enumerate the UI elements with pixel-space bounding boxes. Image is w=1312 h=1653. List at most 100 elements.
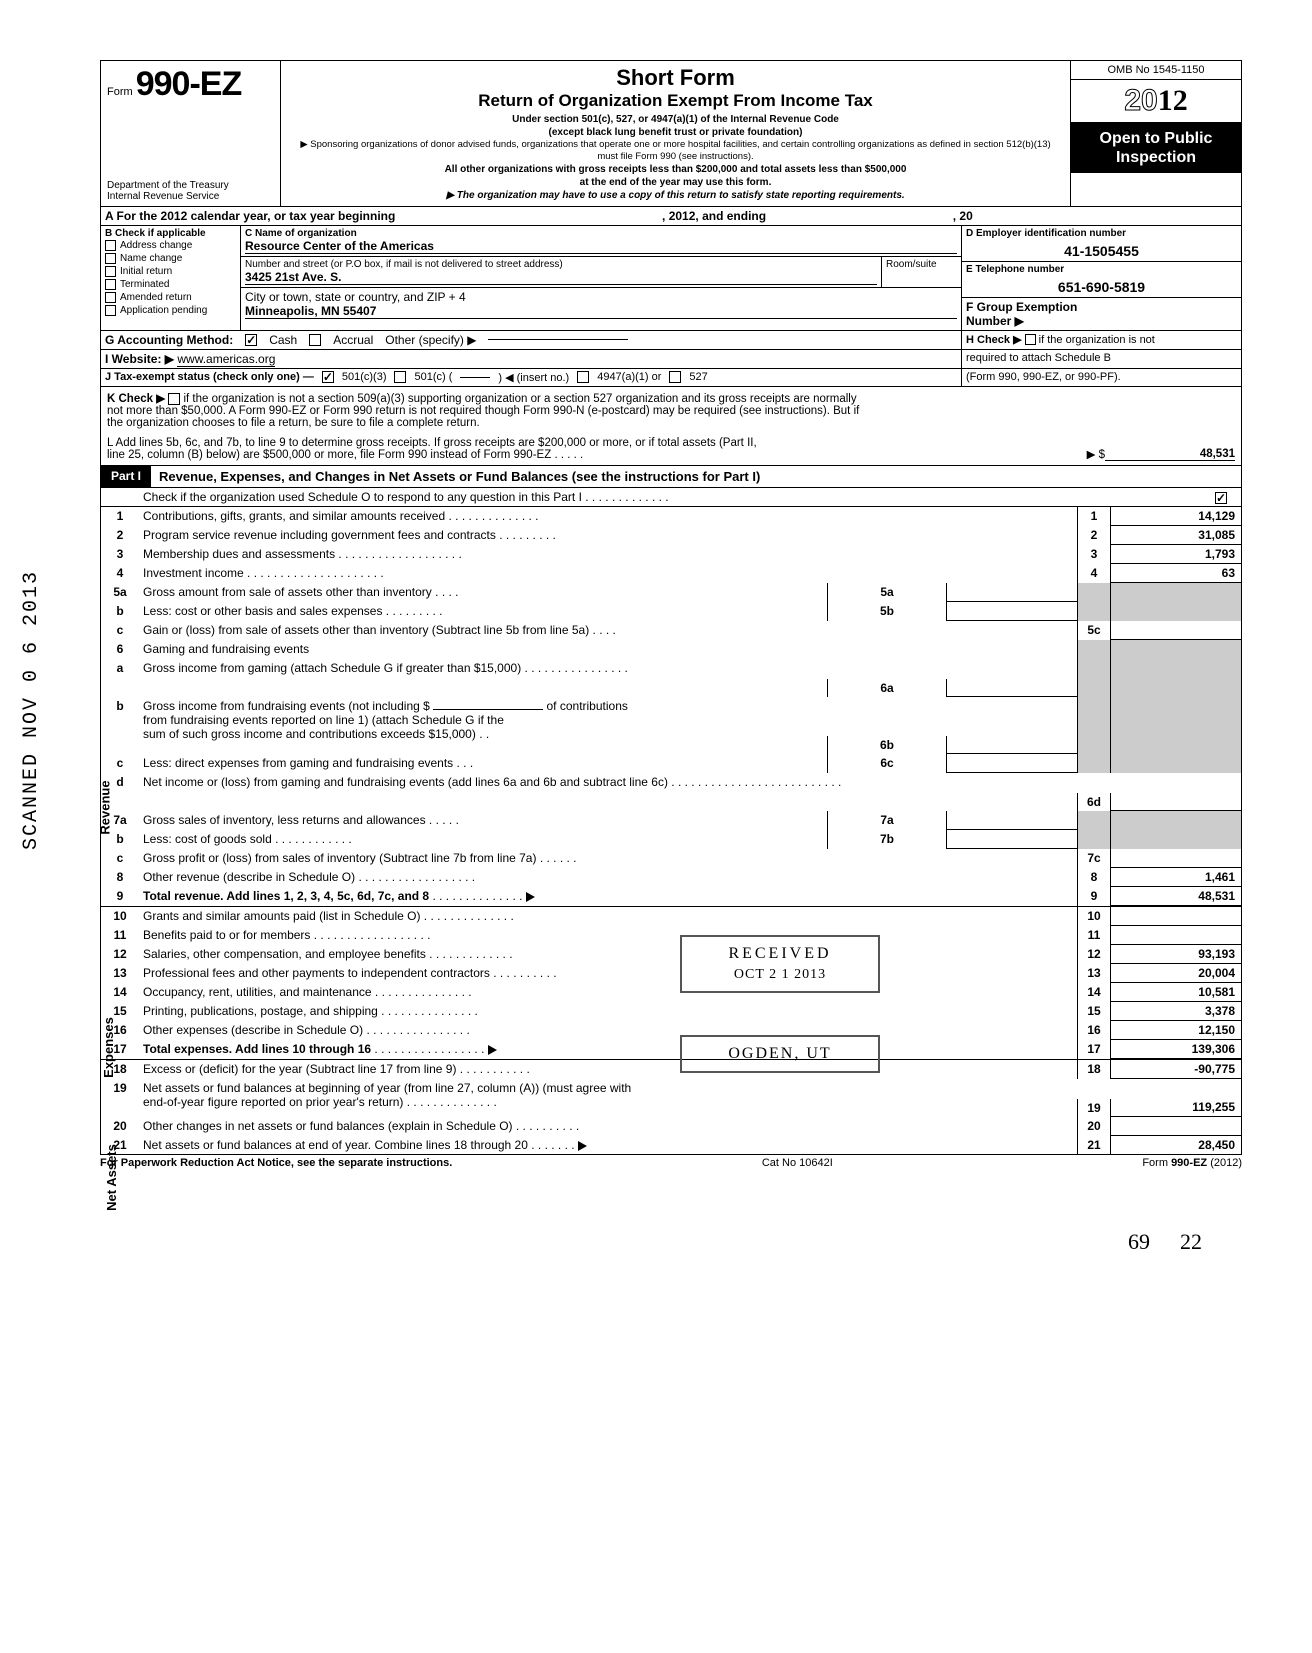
- omb-number: OMB No 1545-1150: [1071, 61, 1241, 80]
- i-website: www.americas.org: [177, 352, 275, 367]
- line-a-mid: , 2012, and ending: [662, 209, 766, 223]
- check-pending[interactable]: [105, 305, 116, 316]
- l-value: 48,531: [1105, 448, 1235, 461]
- l8-val: 1,461: [1111, 868, 1241, 887]
- label-accrual: Accrual: [333, 333, 373, 347]
- line-6b: b Gross income from fundraising events (…: [100, 697, 1242, 754]
- check-k[interactable]: [168, 393, 180, 405]
- l7c-rn: 7c: [1077, 849, 1111, 868]
- check-initial[interactable]: [105, 266, 116, 277]
- check-amended[interactable]: [105, 292, 116, 303]
- check-accrual[interactable]: [309, 334, 321, 346]
- l7b-text: Less: cost of goods sold: [143, 832, 272, 846]
- l13-text: Professional fees and other payments to …: [143, 966, 490, 980]
- l21-rn: 21: [1077, 1136, 1111, 1154]
- line-13: 13 Professional fees and other payments …: [100, 964, 1242, 983]
- l11-rn: 11: [1077, 926, 1111, 945]
- c-org-name: Resource Center of the Americas: [245, 239, 957, 254]
- l5c-num: c: [101, 621, 139, 640]
- l7a-text: Gross sales of inventory, less returns a…: [143, 813, 426, 827]
- col-b-checks: B Check if applicable Address change Nam…: [101, 226, 241, 330]
- line-5b: b Less: cost or other basis and sales ex…: [100, 602, 1242, 621]
- l6d-text: Net income or (loss) from gaming and fun…: [143, 775, 668, 789]
- line-6c: c Less: direct expenses from gaming and …: [100, 754, 1242, 773]
- c-addr-label: Number and street (or P.O box, if mail i…: [245, 259, 877, 270]
- check-cash[interactable]: ✓: [245, 334, 257, 346]
- label-amended: Amended return: [120, 292, 192, 303]
- l11-val: [1111, 926, 1241, 945]
- check-address[interactable]: [105, 240, 116, 251]
- l10-rn: 10: [1077, 907, 1111, 926]
- check-terminated[interactable]: [105, 279, 116, 290]
- l2-val: 31,085: [1111, 526, 1241, 545]
- l1-val: 14,129: [1111, 507, 1241, 526]
- l6a-num: a: [101, 659, 139, 697]
- l6b-text1: Gross income from fundraising events (no…: [143, 699, 430, 713]
- form-prefix: Form: [107, 86, 133, 98]
- bottom-marks: 69 22: [100, 1169, 1242, 1255]
- l6a-text: Gross income from gaming (attach Schedul…: [143, 661, 528, 675]
- note-copy: ▶ The organization may have to use a cop…: [289, 189, 1062, 202]
- line-k: K Check ▶ if the organization is not a s…: [100, 387, 1242, 433]
- c-address: 3425 21st Ave. S.: [245, 270, 877, 285]
- c-city-label: City or town, state or country, and ZIP …: [245, 290, 957, 304]
- h-text2: if the organization is not: [1039, 334, 1155, 346]
- part-i-checkline: Check if the organization used Schedule …: [100, 488, 1242, 507]
- l12-rn: 12: [1077, 945, 1111, 964]
- label-pending: Application pending: [120, 305, 207, 316]
- line-5a: 5a Gross amount from sale of assets othe…: [100, 583, 1242, 602]
- line-19: 19 Net assets or fund balances at beginn…: [100, 1079, 1242, 1117]
- line-20: 20 Other changes in net assets or fund b…: [100, 1117, 1242, 1136]
- line-8: 8 Other revenue (describe in Schedule O)…: [100, 868, 1242, 887]
- l3-rn: 3: [1077, 545, 1111, 564]
- l10-num: 10: [101, 907, 139, 926]
- line-l: L Add lines 5b, 6c, and 7b, to line 9 to…: [100, 433, 1242, 466]
- line-16: 16 Other expenses (describe in Schedule …: [100, 1021, 1242, 1040]
- line-9: 9 Total revenue. Add lines 1, 2, 3, 4, 5…: [100, 887, 1242, 907]
- form-number-text: 990-EZ: [136, 65, 242, 103]
- l15-val: 3,378: [1111, 1002, 1241, 1021]
- l8-text: Other revenue (describe in Schedule O) .: [143, 870, 362, 884]
- g-label: G Accounting Method:: [105, 333, 233, 347]
- check-501c[interactable]: [394, 371, 406, 383]
- c-room-label: Room/suite: [886, 259, 957, 270]
- l5a-num: 5a: [101, 583, 139, 602]
- check-schedule-o[interactable]: ✓: [1215, 492, 1227, 504]
- footer-right: Form 990-EZ (2012): [1142, 1157, 1242, 1169]
- line-6: 6 Gaming and fundraising events: [100, 640, 1242, 659]
- line-a-suffix: , 20: [953, 209, 973, 223]
- form-header: Form 990-EZ Department of the Treasury I…: [100, 60, 1242, 207]
- footer-left: For Paperwork Reduction Act Notice, see …: [100, 1157, 452, 1169]
- l3-val: 1,793: [1111, 545, 1241, 564]
- col-d: D Employer identification number 41-1505…: [961, 226, 1241, 330]
- l6b-mn: 6b: [827, 736, 947, 754]
- l8-num: 8: [101, 868, 139, 887]
- l1-rn: 1: [1077, 507, 1111, 526]
- subtitle-section: Under section 501(c), 527, or 4947(a)(1)…: [289, 113, 1062, 126]
- page-footer: For Paperwork Reduction Act Notice, see …: [100, 1155, 1242, 1169]
- l15-rn: 15: [1077, 1002, 1111, 1021]
- l16-rn: 16: [1077, 1021, 1111, 1040]
- l15-text: Printing, publications, postage, and shi…: [143, 1004, 378, 1018]
- l8-rn: 8: [1077, 868, 1111, 887]
- l6c-num: c: [101, 754, 139, 773]
- l20-num: 20: [101, 1117, 139, 1136]
- inspection-text: Inspection: [1073, 148, 1239, 167]
- l14-text: Occupancy, rent, utilities, and maintena…: [143, 985, 372, 999]
- e-phone-label: E Telephone number: [962, 262, 1241, 277]
- line-gh: G Accounting Method: ✓Cash Accrual Other…: [100, 331, 1242, 350]
- l9-val: 48,531: [1111, 887, 1241, 906]
- dept-block: Department of the Treasury Internal Reve…: [107, 180, 274, 202]
- check-527[interactable]: [669, 371, 681, 383]
- line-18: 18 Excess or (deficit) for the year (Sub…: [100, 1060, 1242, 1079]
- check-name[interactable]: [105, 253, 116, 264]
- check-4947[interactable]: [577, 371, 589, 383]
- mark-right: 22: [1180, 1229, 1202, 1255]
- l2-text: Program service revenue including govern…: [143, 528, 496, 542]
- check-h[interactable]: [1025, 334, 1036, 345]
- l-text2: line 25, column (B) below) are $500,000 …: [107, 449, 551, 461]
- l12-num: 12: [101, 945, 139, 964]
- check-501c3[interactable]: ✓: [322, 371, 334, 383]
- line-14: 14 Occupancy, rent, utilities, and maint…: [100, 983, 1242, 1002]
- l14-val: 10,581: [1111, 983, 1241, 1002]
